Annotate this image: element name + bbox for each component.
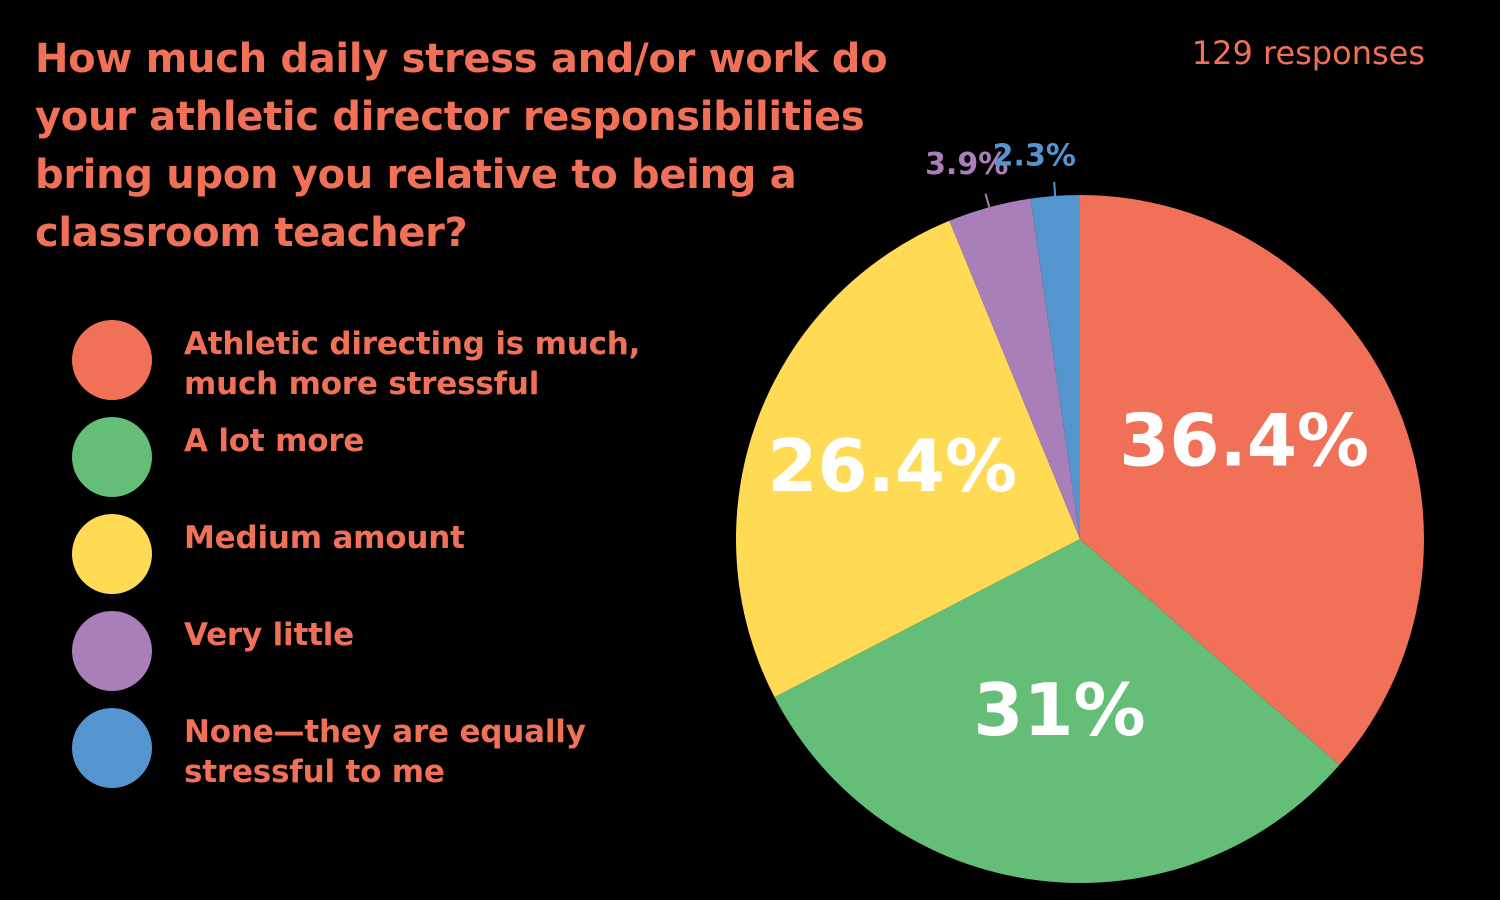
response-count: 129 responses (1191, 34, 1425, 72)
slice-leader-line (1053, 181, 1057, 196)
legend-label: Very little (184, 617, 354, 653)
legend-item-a-lot-more: A lot more (72, 417, 692, 497)
legend-label: Medium amount (184, 520, 465, 556)
legend-swatch (72, 708, 152, 788)
pie-slice (1030, 195, 1080, 539)
slice-data-label: 36.4% (1119, 399, 1369, 483)
slice-data-label: 26.4% (767, 424, 1017, 508)
slice-data-label: 31% (973, 668, 1145, 752)
pie-slice (1080, 195, 1424, 765)
legend-swatch (72, 320, 152, 400)
legend-item-none: None—they are equally stressful to me (72, 708, 692, 790)
pie-slice (735, 220, 1080, 698)
pie-slice (949, 198, 1080, 539)
legend-swatch (72, 611, 152, 691)
slice-data-label: 3.9% (925, 147, 1008, 182)
chart-title: How much daily stress and/or work do you… (35, 36, 888, 256)
slice-leader-line (984, 193, 991, 208)
legend-label: A lot more (184, 423, 365, 459)
legend-label: None—they are equally stressful to me (184, 714, 586, 790)
legend-item-very-little: Very little (72, 611, 692, 691)
pie-slice (774, 539, 1340, 883)
legend-swatch (72, 514, 152, 594)
legend-item-much-more: Athletic directing is much, much more st… (72, 320, 692, 402)
legend: Athletic directing is much, much more st… (0, 0, 700, 900)
slice-data-label: 2.3% (993, 139, 1076, 174)
legend-item-medium: Medium amount (72, 514, 692, 594)
legend-swatch (72, 417, 152, 497)
legend-label: Athletic directing is much, much more st… (184, 326, 641, 402)
